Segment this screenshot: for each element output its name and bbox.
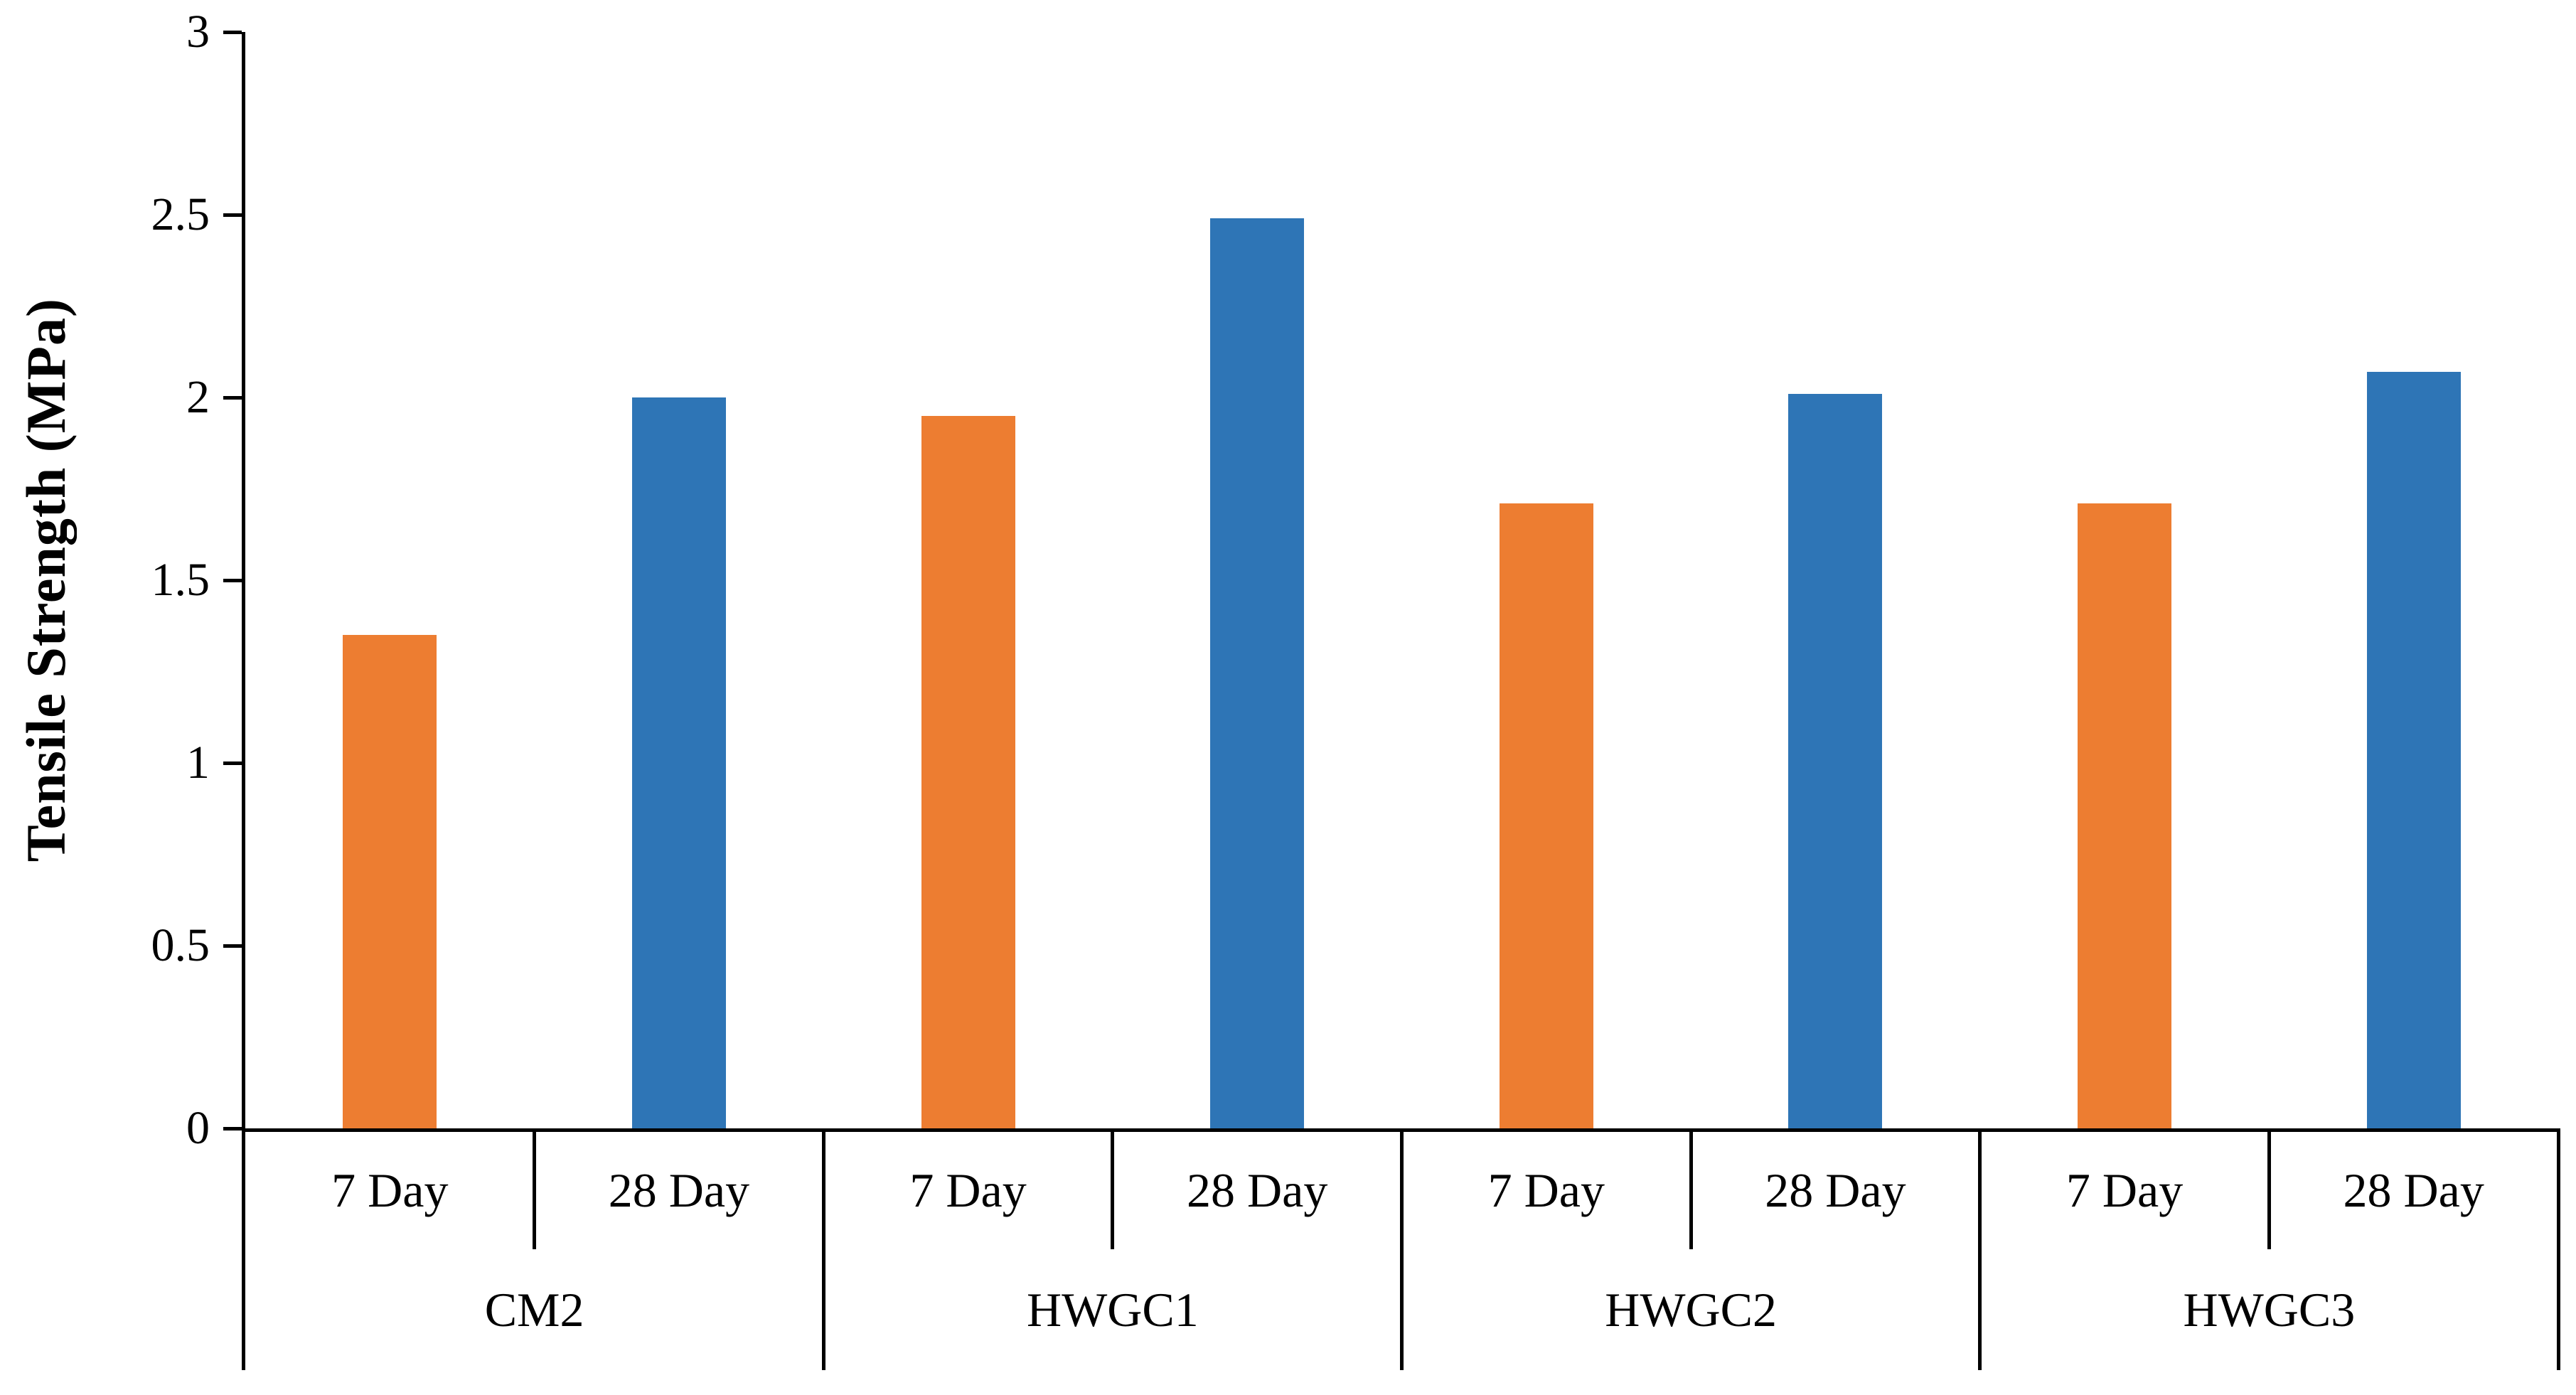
bar-hwgc1-28day (1210, 218, 1305, 1128)
category-separator-line (2267, 1128, 2271, 1249)
bar-hwgc3-28day (2366, 372, 2461, 1128)
y-tick-mark (223, 944, 242, 948)
x-category-label: 28 Day (1187, 1163, 1328, 1217)
x-group-label: HWGC1 (1026, 1282, 1199, 1337)
x-category-label: 7 Day (909, 1163, 1027, 1217)
group-separator-line (821, 1128, 825, 1370)
y-tick-label: 1 (186, 737, 210, 789)
bar-hwgc1-7day (921, 415, 1015, 1128)
y-tick-mark (223, 761, 242, 765)
x-category-label: 28 Day (2343, 1163, 2484, 1217)
bar-hwgc2-7day (1499, 503, 1593, 1128)
y-tick-label: 2 (186, 371, 210, 423)
x-category-label: 7 Day (1487, 1163, 1605, 1217)
y-tick-mark (223, 579, 242, 582)
x-group-label: HWGC2 (1605, 1282, 1777, 1337)
y-tick-mark (223, 31, 242, 34)
x-group-label: HWGC3 (2183, 1282, 2356, 1337)
category-separator-line (1111, 1128, 1115, 1249)
y-axis-title: Tensile Strength (MPa) (7, 32, 85, 1128)
bar-hwgc3-7day (2078, 503, 2172, 1128)
y-tick-label: 3 (186, 6, 210, 58)
y-tick-label: 0.5 (151, 919, 210, 971)
group-separator-line (242, 1128, 245, 1370)
y-tick-mark (223, 396, 242, 400)
x-category-label: 28 Day (608, 1163, 750, 1217)
bar-hwgc2-28day (1788, 393, 1883, 1128)
y-tick-mark (223, 213, 242, 217)
x-category-label: 28 Day (1765, 1163, 1906, 1217)
x-category-label: 7 Day (331, 1163, 449, 1217)
y-tick-label: 2.5 (151, 188, 210, 240)
y-axis-title-text: Tensile Strength (MPa) (15, 298, 77, 862)
x-category-label: 7 Day (2065, 1163, 2184, 1217)
bar-cm2-28day (631, 397, 726, 1128)
category-separator-line (1689, 1128, 1693, 1249)
x-group-label: CM2 (484, 1282, 584, 1337)
y-axis-line (242, 32, 245, 1132)
group-separator-line (2556, 1128, 2560, 1370)
y-tick-mark (223, 1127, 242, 1131)
category-separator-line (533, 1128, 537, 1249)
group-separator-line (1978, 1128, 1982, 1370)
bar-cm2-7day (343, 635, 437, 1128)
group-separator-line (1400, 1128, 1404, 1370)
y-tick-label: 0 (186, 1102, 210, 1154)
y-tick-label: 1.5 (151, 554, 210, 606)
